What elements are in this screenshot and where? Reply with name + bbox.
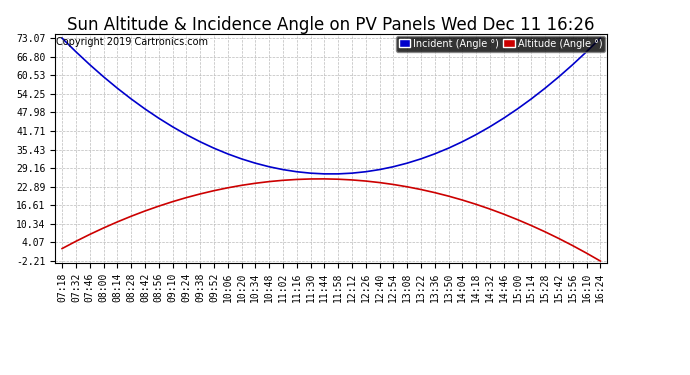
Legend: Incident (Angle °), Altitude (Angle °): Incident (Angle °), Altitude (Angle °) (396, 36, 605, 51)
Title: Sun Altitude & Incidence Angle on PV Panels Wed Dec 11 16:26: Sun Altitude & Incidence Angle on PV Pan… (68, 16, 595, 34)
Text: Copyright 2019 Cartronics.com: Copyright 2019 Cartronics.com (57, 37, 208, 47)
